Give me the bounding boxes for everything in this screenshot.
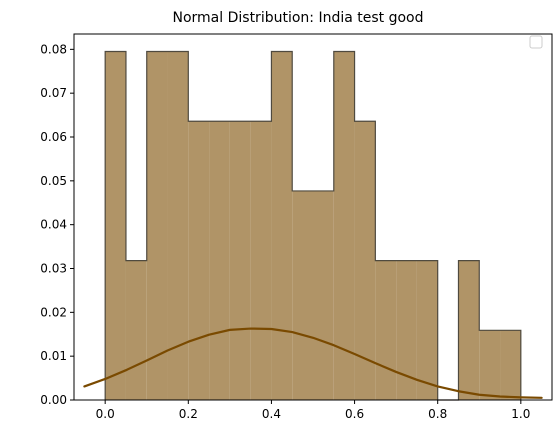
x-tick-label: 0.2 <box>179 407 198 421</box>
histogram-bar <box>229 121 251 400</box>
histogram-bar <box>458 260 480 400</box>
legend-box <box>529 35 543 49</box>
histogram-bar <box>333 51 355 401</box>
x-tick-label: 0.6 <box>345 407 364 421</box>
y-tick-label: 0.05 <box>40 174 67 188</box>
x-axis: 0.0 0.2 0.4 0.6 0.8 1.0 <box>96 400 530 421</box>
histogram-bar <box>271 51 293 401</box>
histogram-bar <box>125 260 147 400</box>
y-tick-label: 0.02 <box>40 305 67 319</box>
histogram-bar <box>188 121 210 400</box>
x-tick-label: 0.8 <box>428 407 447 421</box>
x-tick-label: 0.0 <box>96 407 115 421</box>
density-curve-line <box>83 327 543 399</box>
y-tick-label: 0.03 <box>40 262 67 276</box>
y-tick-label: 0.07 <box>40 86 67 100</box>
y-tick-label: 0.00 <box>40 393 67 407</box>
y-axis: 0.00 0.01 0.02 0.03 0.04 0.05 0.06 0.07 0.08 <box>40 42 74 407</box>
histogram-bar <box>375 260 397 400</box>
histogram-bar <box>250 121 272 400</box>
histogram <box>104 50 522 401</box>
y-tick-label: 0.04 <box>40 218 67 232</box>
histogram-bar <box>416 260 438 400</box>
plot-frame <box>73 33 553 401</box>
chart-title: Normal Distribution: India test good <box>173 10 424 26</box>
x-tick-label: 1.0 <box>511 407 530 421</box>
histogram-bar <box>354 121 376 400</box>
y-tick-label: 0.08 <box>40 42 67 56</box>
histogram-bar <box>209 121 230 400</box>
histogram-bar <box>146 51 168 401</box>
histogram-bar <box>313 190 334 400</box>
histogram-bar <box>500 330 521 400</box>
histogram-bar <box>396 260 417 400</box>
histogram-bar <box>479 330 501 400</box>
density-curve <box>83 327 543 399</box>
histogram-bar <box>105 51 126 401</box>
histogram-outline <box>104 50 522 401</box>
y-tick-label: 0.01 <box>40 349 67 363</box>
histogram-bar <box>292 190 313 400</box>
x-tick-label: 0.4 <box>262 407 281 421</box>
histogram-bar <box>167 51 189 401</box>
y-tick-label: 0.06 <box>40 130 67 144</box>
